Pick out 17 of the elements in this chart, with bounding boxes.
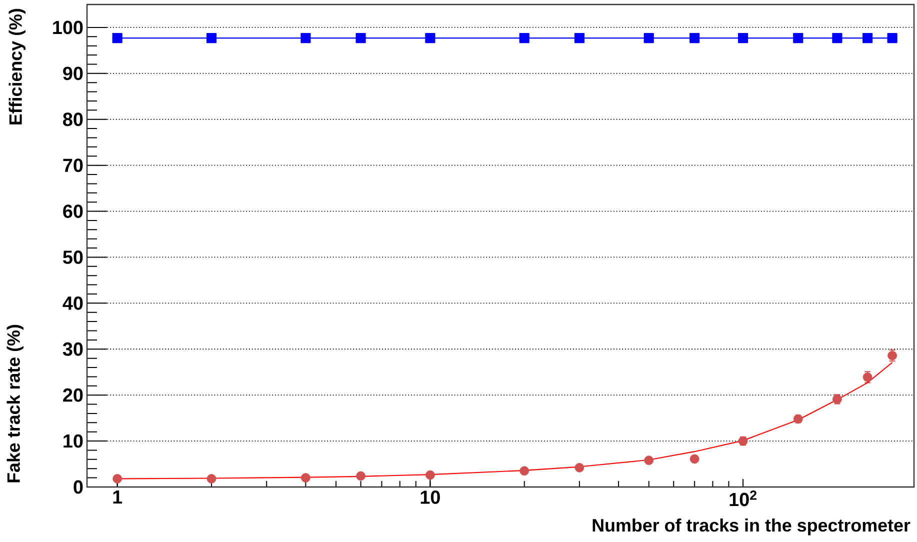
y-tick-label: 60 (63, 204, 83, 218)
x-axis-title: Number of tracks in the spectrometer (592, 518, 910, 536)
y-tick-label: 50 (63, 250, 83, 264)
y-tick-label: 40 (62, 296, 83, 310)
x-tick-label: 10$^{2}$ (730, 490, 756, 506)
y-tick-label: 70 (63, 158, 83, 172)
text: Fake track rate (%) (6, 324, 24, 482)
y-tick-label: 20 (63, 388, 83, 402)
x-tick-label: 1 (113, 490, 122, 504)
y-tick-label: 80 (63, 112, 83, 126)
y-tick-label: 0 (74, 480, 83, 494)
y-tick-label: 10 (64, 434, 83, 448)
y-tick-label: 30 (62, 342, 83, 356)
y-axis-title: Efficiency (%) (8, 8, 26, 124)
x-tick-label: 10 (420, 490, 440, 504)
y-tick-label: 90 (63, 66, 83, 80)
y-tick-label: 100 (53, 20, 83, 34)
